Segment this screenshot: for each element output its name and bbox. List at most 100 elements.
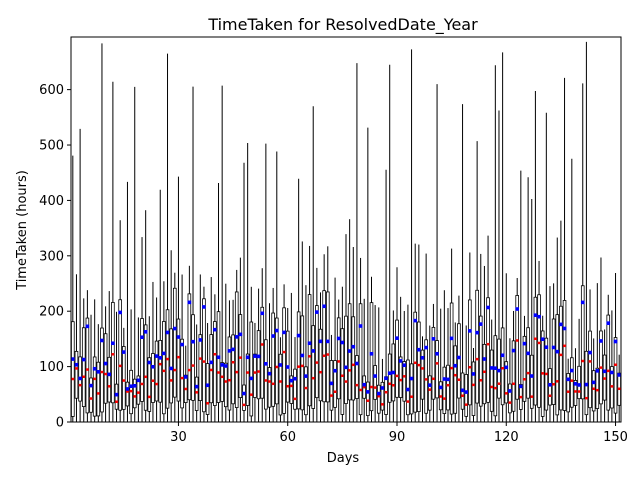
- box-day-99: [427, 325, 432, 422]
- mean-marker: [438, 385, 443, 390]
- box-day-140: [577, 318, 581, 422]
- box: [224, 362, 228, 408]
- box-day-137: [566, 358, 570, 422]
- mean-marker: [376, 391, 381, 396]
- box-day-7: [92, 299, 97, 422]
- y-tick-label: 100: [39, 360, 64, 375]
- mean-marker: [136, 378, 141, 383]
- box-day-105: [449, 248, 454, 422]
- box: [449, 302, 454, 415]
- box: [402, 361, 407, 402]
- box-day-32: [183, 345, 188, 422]
- mean-marker: [537, 314, 541, 319]
- box-day-101: [435, 84, 439, 422]
- box: [96, 361, 101, 417]
- mean-marker: [347, 349, 352, 353]
- mean-marker: [274, 328, 279, 333]
- y-tick-label: 500: [39, 139, 64, 154]
- box: [580, 285, 585, 400]
- mean-marker: [435, 351, 439, 356]
- mean-marker: [529, 374, 534, 378]
- box: [198, 334, 203, 401]
- box-day-22: [147, 316, 152, 422]
- mean-marker: [580, 300, 585, 305]
- box: [293, 368, 297, 410]
- box: [420, 349, 425, 400]
- box: [151, 353, 155, 403]
- mean-marker: [562, 326, 567, 331]
- mean-marker: [406, 387, 410, 392]
- box-day-47: [238, 257, 243, 422]
- box: [81, 327, 86, 407]
- box: [300, 315, 305, 411]
- box-day-106: [453, 322, 458, 422]
- box-day-146: [599, 257, 603, 422]
- box-day-129: [537, 260, 541, 422]
- box-day-127: [529, 198, 534, 422]
- box-day-131: [544, 112, 549, 422]
- box-day-20: [140, 237, 144, 422]
- box: [231, 334, 235, 405]
- mean-marker: [96, 370, 101, 374]
- box: [176, 318, 181, 402]
- box-day-60: [285, 307, 290, 422]
- box-day-13: [114, 311, 119, 422]
- box: [344, 315, 348, 404]
- mean-marker: [526, 351, 530, 356]
- box-day-59: [282, 284, 286, 422]
- mean-marker: [296, 333, 301, 338]
- x-tick-label: 120: [494, 430, 519, 445]
- box-day-82: [366, 127, 370, 422]
- box: [551, 318, 556, 405]
- box: [555, 314, 560, 416]
- box: [289, 375, 294, 404]
- box: [475, 289, 479, 404]
- mean-marker: [504, 365, 509, 370]
- box-day-81: [362, 298, 367, 422]
- box-day-121: [508, 338, 512, 422]
- box: [595, 367, 600, 409]
- box: [340, 328, 345, 415]
- mean-marker: [602, 369, 607, 374]
- box: [329, 360, 334, 411]
- box-day-9: [100, 43, 104, 422]
- box-day-107: [457, 295, 461, 422]
- mean-marker: [511, 348, 516, 353]
- box: [92, 356, 97, 417]
- box-day-18: [132, 86, 137, 422]
- box: [209, 334, 214, 404]
- box: [264, 339, 268, 410]
- box-day-114: [482, 265, 487, 422]
- mean-marker: [278, 363, 283, 367]
- box-day-68: [315, 267, 319, 422]
- mean-marker: [220, 363, 224, 367]
- box: [260, 306, 265, 399]
- mean-marker: [260, 311, 265, 316]
- box: [278, 353, 283, 416]
- box: [333, 360, 337, 408]
- y-axis: 0 100 200 300 400 500 600: [39, 83, 71, 431]
- mean-marker: [107, 372, 112, 377]
- box: [504, 361, 509, 404]
- box-day-19: [136, 317, 141, 422]
- box: [336, 317, 341, 400]
- mean-marker: [231, 347, 235, 352]
- box-day-148: [606, 294, 611, 422]
- box: [369, 302, 374, 412]
- box: [606, 314, 611, 411]
- box-day-29: [173, 272, 177, 422]
- box: [103, 333, 108, 404]
- box: [213, 321, 217, 406]
- box: [471, 361, 476, 416]
- box: [387, 353, 392, 403]
- box-day-5: [85, 290, 90, 422]
- box-day-10: [103, 306, 108, 422]
- box: [187, 293, 192, 401]
- mean-marker: [555, 349, 560, 354]
- box-day-69: [318, 292, 323, 422]
- mean-marker: [508, 389, 512, 393]
- box-day-36: [198, 274, 203, 422]
- mean-marker: [384, 376, 388, 381]
- box: [526, 327, 530, 399]
- mean-marker: [329, 381, 334, 386]
